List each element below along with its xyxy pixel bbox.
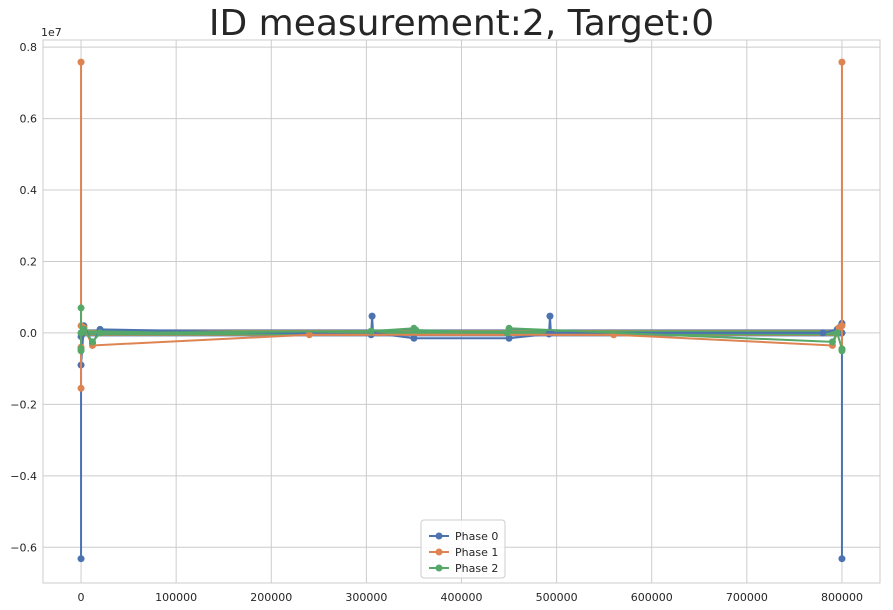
data-point	[838, 555, 846, 563]
data-point	[368, 312, 376, 320]
x-tick-label: 0	[78, 591, 85, 604]
x-tick-label: 300000	[345, 591, 387, 604]
data-point	[367, 327, 375, 335]
data-point	[838, 322, 846, 330]
series-line	[80, 307, 843, 351]
data-point	[77, 555, 85, 563]
y-tick-label: 0.0	[20, 327, 38, 340]
x-tick-label: 700000	[726, 591, 768, 604]
x-tick-labels: 0 100000 200000 300000 400000 500000 600000 700…	[78, 591, 863, 604]
chart-title: ID measurement:2, Target:0	[209, 3, 714, 44]
data-point	[410, 334, 418, 342]
data-point	[505, 324, 513, 332]
legend: Phase 0 Phase 1 Phase 2	[420, 519, 506, 579]
x-tick-label: 500000	[536, 591, 578, 604]
x-tick-label: 100000	[155, 591, 197, 604]
legend-swatch-marker	[435, 532, 443, 540]
series-layer	[77, 58, 846, 563]
data-point	[77, 347, 85, 355]
data-point	[77, 304, 85, 312]
y-tick-label: 0.2	[20, 255, 38, 268]
data-point	[838, 347, 846, 355]
data-point	[819, 329, 827, 337]
y-offset-label: 1e7	[41, 26, 62, 39]
data-point	[833, 329, 841, 337]
y-tick-label: −0.4	[10, 470, 37, 483]
legend-label: Phase 0	[455, 530, 498, 543]
grid-layer	[43, 40, 880, 583]
x-tick-label: 400000	[441, 591, 483, 604]
y-tick-label: −0.2	[10, 398, 37, 411]
data-point	[546, 312, 554, 320]
data-point	[80, 325, 88, 333]
legend-label: Phase 1	[455, 546, 498, 559]
data-point	[77, 58, 85, 66]
plot-frame	[42, 39, 881, 584]
data-point	[77, 384, 85, 392]
data-point	[88, 338, 96, 346]
y-tick-label: 0.8	[20, 41, 38, 54]
data-point	[828, 338, 836, 346]
y-tick-label: 0.6	[20, 113, 38, 126]
legend-swatch-marker	[435, 564, 443, 572]
x-tick-label: 200000	[250, 591, 292, 604]
data-point	[305, 331, 313, 339]
data-point	[96, 329, 104, 337]
data-point	[838, 58, 846, 66]
series-2	[77, 304, 846, 355]
data-point	[412, 326, 420, 334]
legend-label: Phase 2	[455, 562, 498, 575]
x-tick-label: 800000	[821, 591, 863, 604]
y-tick-label: 0.4	[20, 184, 38, 197]
y-tick-labels: −0.6 −0.4 −0.2 0.0 0.2 0.4 0.6 0.8	[10, 41, 37, 554]
data-point	[505, 334, 513, 342]
x-tick-label: 600000	[631, 591, 673, 604]
y-tick-label: −0.6	[10, 541, 37, 554]
legend-swatch-marker	[435, 548, 443, 556]
